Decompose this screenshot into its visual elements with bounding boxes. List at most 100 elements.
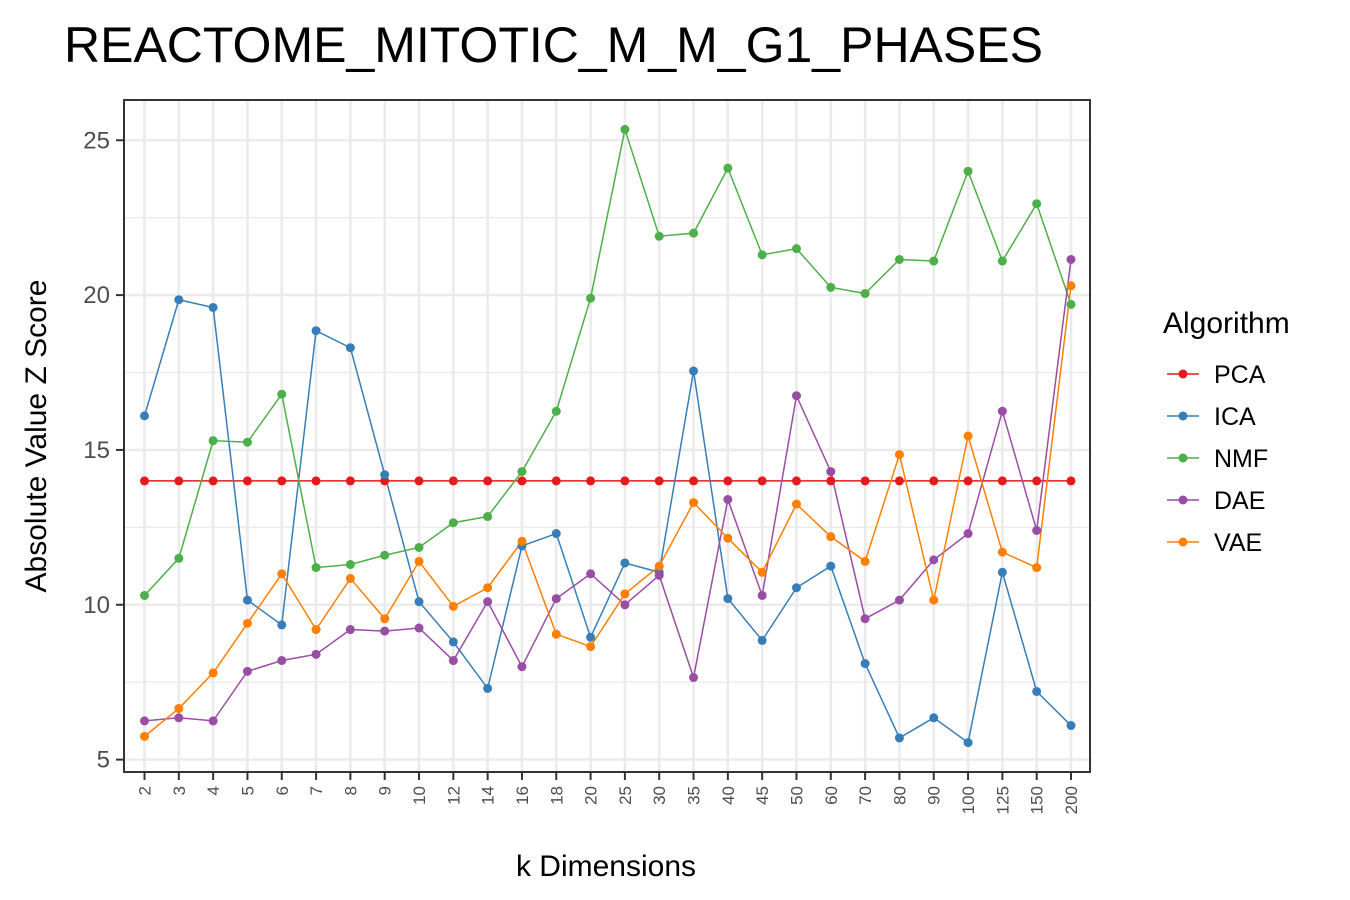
x-tick-label: 10	[410, 786, 429, 805]
x-tick-label: 60	[822, 786, 841, 805]
data-point-nmf	[551, 406, 561, 416]
data-point-pca	[894, 476, 904, 486]
legend-label-nmf: NMF	[1214, 445, 1268, 473]
data-point-nmf	[1066, 299, 1076, 309]
data-point-ica	[929, 713, 939, 723]
data-point-ica	[620, 558, 630, 568]
x-tick-label: 20	[582, 786, 601, 805]
data-point-ica	[551, 529, 561, 539]
data-point-dae	[1066, 254, 1076, 264]
data-point-dae	[551, 594, 561, 604]
data-point-vae	[517, 536, 527, 546]
data-point-vae	[860, 556, 870, 566]
x-tick-label: 4	[204, 786, 223, 795]
data-point-nmf	[860, 289, 870, 299]
data-point-pca	[620, 476, 630, 486]
x-tick-label: 150	[1028, 786, 1047, 814]
data-point-ica	[586, 632, 596, 642]
data-point-vae	[723, 533, 733, 543]
data-point-nmf	[826, 282, 836, 292]
data-point-dae	[311, 649, 321, 659]
data-point-nmf	[414, 542, 424, 552]
data-point-nmf	[791, 244, 801, 254]
data-point-dae	[723, 494, 733, 504]
data-point-vae	[242, 618, 252, 628]
data-point-nmf	[654, 231, 664, 241]
data-point-pca	[826, 476, 836, 486]
data-point-ica	[345, 343, 355, 353]
data-point-nmf	[963, 166, 973, 176]
series-points	[140, 124, 1076, 748]
plot-frame	[123, 99, 1091, 773]
data-point-pca	[448, 476, 458, 486]
legend-item-vae: VAE	[1167, 529, 1262, 557]
data-point-nmf	[586, 293, 596, 303]
y-tick-label: 5	[97, 747, 110, 774]
data-point-ica	[242, 595, 252, 605]
data-point-vae	[448, 601, 458, 611]
data-point-pca	[414, 476, 424, 486]
data-point-ica	[723, 594, 733, 604]
legend-title: Algorithm	[1163, 307, 1290, 340]
plot-panel	[124, 100, 1090, 772]
x-tick-label: 45	[753, 786, 772, 805]
data-point-pca	[174, 476, 184, 486]
data-point-vae	[689, 498, 699, 508]
x-tick-label: 16	[513, 786, 532, 805]
y-tick-label: 20	[83, 282, 110, 309]
x-tick-label: 8	[341, 786, 360, 795]
data-point-nmf	[311, 563, 321, 573]
data-point-pca	[929, 476, 939, 486]
y-tick-label: 25	[83, 127, 110, 154]
data-point-ica	[380, 470, 390, 480]
x-tick-label: 80	[890, 786, 909, 805]
x-tick-label: 5	[238, 786, 257, 795]
data-point-vae	[483, 583, 493, 593]
x-tick-label: 9	[376, 786, 395, 795]
data-point-ica	[826, 561, 836, 571]
panel-background	[124, 100, 1090, 772]
data-point-pca	[483, 476, 493, 486]
legend-label-ica: ICA	[1214, 403, 1256, 431]
data-point-vae	[311, 625, 321, 635]
legend-item-ica: ICA	[1167, 403, 1256, 431]
data-point-ica	[860, 659, 870, 669]
data-point-dae	[860, 614, 870, 624]
data-point-pca	[723, 476, 733, 486]
legend-label-vae: VAE	[1214, 529, 1262, 557]
data-point-vae	[894, 450, 904, 460]
data-point-nmf	[723, 163, 733, 173]
x-tick-label: 35	[685, 786, 704, 805]
data-point-dae	[140, 716, 149, 726]
data-point-pca	[791, 476, 801, 486]
data-point-pca	[1066, 476, 1076, 486]
data-point-dae	[1032, 525, 1042, 535]
legend-marker-pca	[1178, 369, 1188, 379]
data-point-vae	[654, 561, 664, 571]
data-point-pca	[860, 476, 870, 486]
data-point-nmf	[242, 437, 252, 447]
data-point-vae	[277, 569, 287, 579]
data-point-dae	[517, 662, 527, 672]
x-axis: 2 3 4 5 6 7 8 9 10 12 14 16 18 20 25 30 35 40 45 50 60 70 80 90…	[136, 772, 1081, 814]
data-point-nmf	[620, 124, 630, 134]
data-point-nmf	[277, 389, 287, 399]
legend-label-dae: DAE	[1214, 487, 1265, 515]
data-point-pca	[345, 476, 355, 486]
data-point-vae	[551, 629, 561, 639]
data-point-ica	[894, 733, 904, 743]
data-point-pca	[242, 476, 252, 486]
series-line-vae	[144, 285, 1072, 737]
data-point-vae	[345, 573, 355, 583]
x-tick-label: 90	[925, 786, 944, 805]
data-point-ica	[448, 637, 458, 647]
x-tick-label: 6	[273, 786, 292, 795]
data-point-vae	[791, 499, 801, 509]
data-point-dae	[654, 570, 664, 580]
data-point-ica	[208, 302, 218, 312]
data-point-ica	[757, 635, 767, 645]
data-point-vae	[757, 567, 767, 577]
data-point-dae	[414, 623, 424, 633]
data-point-nmf	[483, 512, 493, 522]
